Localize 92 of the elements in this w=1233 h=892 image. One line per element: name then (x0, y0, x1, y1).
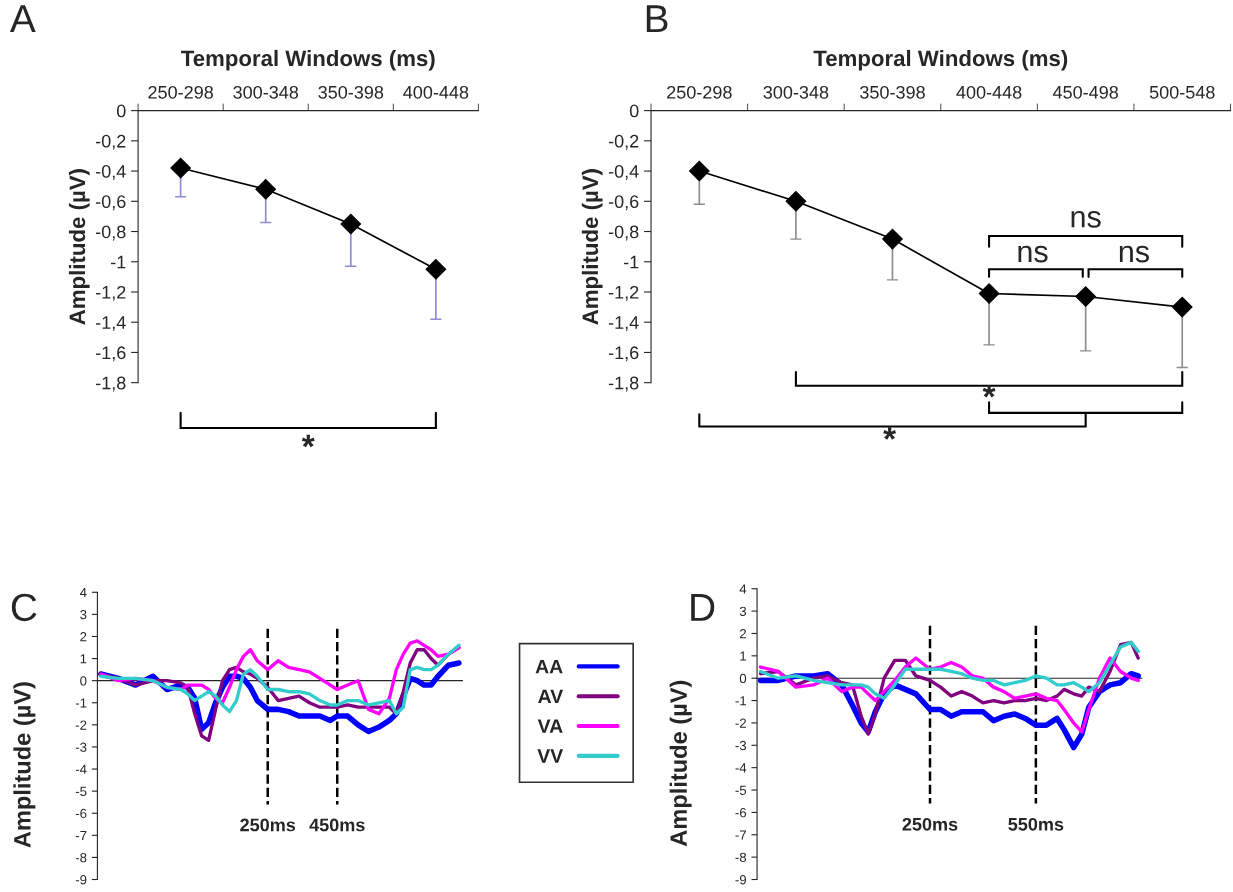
y-tick-label: -9 (735, 875, 747, 885)
x-tick-label: 500-548 (1149, 85, 1215, 99)
legend-label: VV (537, 749, 564, 763)
y-axis-title: Amplitude (µV) (581, 169, 603, 325)
y-tick-label: -7 (75, 831, 87, 841)
ref-line-label: 550ms (1008, 817, 1064, 831)
annotation: ns (1119, 245, 1149, 263)
y-tick-label: -6 (735, 807, 747, 818)
y-tick-label: -1 (735, 696, 746, 706)
point (170, 157, 191, 179)
y-tick-label: -0,2 (95, 134, 126, 150)
y-tick-label: -0,8 (95, 225, 126, 241)
y-tick-label: -4 (75, 764, 87, 774)
y-tick-label: 3 (80, 609, 87, 620)
ref-line-label: 250ms (902, 817, 958, 831)
chart-title: C (11, 593, 37, 622)
y-tick-label: -1,4 (95, 316, 126, 332)
y-tick-label: -8 (735, 852, 747, 863)
y-tick-label: -1,2 (95, 285, 126, 301)
text: * (883, 427, 897, 440)
chart-title: A (9, 5, 36, 33)
x-tick-label: 400-448 (956, 85, 1022, 99)
y-axis-title: Amplitude (µV) (669, 680, 692, 847)
y-tick-label: -1,8 (608, 376, 639, 392)
x-tick-label: 400-448 (403, 85, 469, 99)
point (1171, 296, 1193, 318)
y-tick-label: -5 (75, 786, 87, 797)
legend-label: AA (535, 659, 563, 674)
y-tick-label: 0 (116, 104, 126, 118)
y-tick-label: -0,8 (608, 225, 639, 241)
x-tick-label: 300-348 (233, 85, 299, 99)
point (882, 228, 903, 250)
y-tick-label: -7 (735, 830, 746, 840)
y-tick-label: -0,4 (608, 165, 639, 180)
legend-label: VA (537, 719, 563, 733)
y-tick-label: -1,6 (608, 346, 639, 362)
y-tick-label: -8 (75, 852, 87, 863)
chart-title: D (691, 594, 715, 621)
y-tick-label: 0 (739, 673, 747, 684)
x-tick-label: 350-398 (860, 85, 925, 99)
y-tick-label: -1,8 (95, 376, 126, 392)
chart-title: B (646, 5, 668, 33)
ref-line-label: 250ms (240, 818, 296, 832)
y-tick-label: -4 (735, 763, 747, 773)
y-tick-label: -1,4 (608, 316, 639, 332)
x-tick-label: 300-348 (763, 85, 829, 99)
annotation: ns (1018, 245, 1048, 263)
text: * (301, 434, 315, 448)
y-tick-label: -0,4 (95, 165, 126, 180)
y-tick-label: 0 (629, 104, 639, 118)
legend-label: AV (538, 689, 564, 704)
y-tick-label: -6 (75, 808, 87, 819)
x-tick-label: 250-298 (148, 85, 213, 99)
y-tick-label: -1,2 (608, 285, 639, 301)
point (255, 178, 277, 200)
y-axis-title: Amplitude (µV) (68, 169, 90, 325)
y-tick-label: -9 (75, 875, 87, 885)
x-tick-label: 450-498 (1052, 85, 1119, 99)
y-tick-label: -3 (735, 740, 747, 751)
y-tick-label: 0 (80, 676, 87, 686)
y-axis-title: Amplitude (µV) (13, 682, 36, 848)
x-axis-title: Temporal Windows (ms) (813, 49, 1068, 71)
x-axis-title: Temporal Windows (ms) (181, 49, 435, 71)
y-tick-label: -0,2 (608, 134, 639, 150)
y-tick-label: -1 (111, 255, 126, 269)
y-tick-label: 2 (739, 629, 746, 639)
y-tick-label: -1,6 (95, 346, 126, 362)
y-tick-label: -2 (75, 720, 87, 730)
y-tick-label: -1 (623, 255, 639, 269)
point (340, 213, 362, 235)
text: * (982, 384, 996, 398)
ref-line-label: 450ms (309, 818, 365, 832)
y-tick-label: 1 (80, 654, 87, 664)
point (425, 258, 447, 280)
y-tick-label: -1 (75, 698, 87, 708)
y-tick-label: 4 (739, 584, 747, 594)
point (785, 190, 807, 212)
y-tick-label: -0,6 (95, 195, 126, 211)
y-tick-label: 3 (739, 606, 747, 616)
y-tick-label: -2 (735, 718, 746, 728)
point (978, 283, 1000, 304)
x-tick-label: 350-398 (318, 85, 384, 99)
y-tick-label: 4 (79, 587, 87, 598)
x-tick-label: 250-298 (667, 85, 732, 99)
point (1075, 286, 1096, 307)
annotation: ns (1071, 210, 1101, 228)
point (688, 160, 710, 182)
y-tick-label: 1 (740, 651, 746, 661)
y-tick-label: 2 (80, 632, 87, 642)
y-tick-label: -0,6 (608, 195, 639, 211)
y-tick-label: -3 (75, 742, 87, 752)
y-tick-label: -5 (735, 785, 747, 795)
